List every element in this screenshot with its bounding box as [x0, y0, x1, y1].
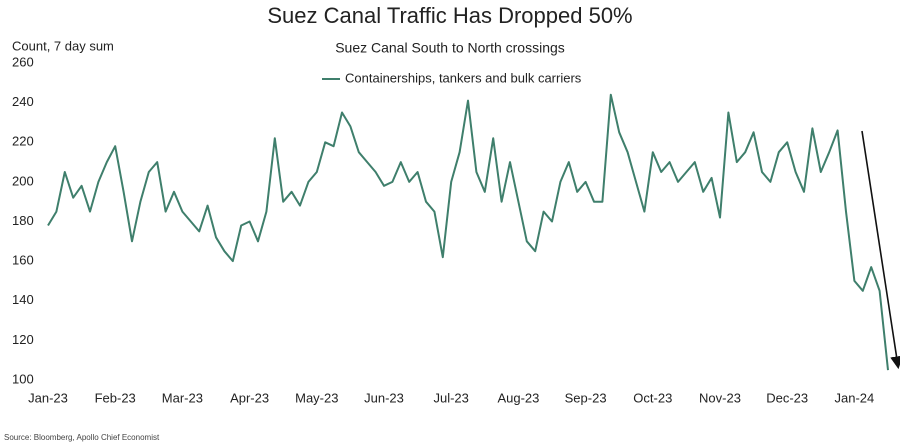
y-tick-label: 100 [12, 371, 34, 386]
x-tick-label: Jun-23 [364, 390, 404, 405]
x-tick-label: Dec-23 [766, 390, 808, 405]
x-tick-label: Nov-23 [699, 390, 741, 405]
legend-label: Containerships, tankers and bulk carrier… [345, 70, 582, 85]
chart-title: Suez Canal Traffic Has Dropped 50% [267, 3, 632, 28]
y-tick-label: 200 [12, 173, 34, 188]
y-tick-label: 140 [12, 292, 34, 307]
x-tick-label: Apr-23 [230, 390, 269, 405]
y-tick-label: 240 [12, 94, 34, 109]
x-tick-label: Jul-23 [433, 390, 468, 405]
x-tick-label: Aug-23 [497, 390, 539, 405]
x-tick-label: Sep-23 [565, 390, 607, 405]
y-tick-label: 120 [12, 332, 34, 347]
source-note: Source: Bloomberg, Apollo Chief Economis… [4, 433, 160, 442]
x-tick-label: Mar-23 [162, 390, 203, 405]
data-line [47, 93, 889, 371]
trend-arrow [861, 130, 900, 370]
x-tick-label: Feb-23 [95, 390, 136, 405]
y-tick-label: 180 [12, 213, 34, 228]
x-tick-label: May-23 [295, 390, 338, 405]
y-tick-label: 220 [12, 134, 34, 149]
chart-subtitle: Suez Canal South to North crossings [335, 40, 565, 56]
y-tick-label: 260 [12, 54, 34, 69]
x-tick-label: Jan-24 [835, 390, 875, 405]
x-tick-label: Jan-23 [28, 390, 68, 405]
y-axis-label: Count, 7 day sum [12, 38, 114, 53]
y-tick-label: 160 [12, 253, 34, 268]
x-tick-label: Oct-23 [633, 390, 672, 405]
